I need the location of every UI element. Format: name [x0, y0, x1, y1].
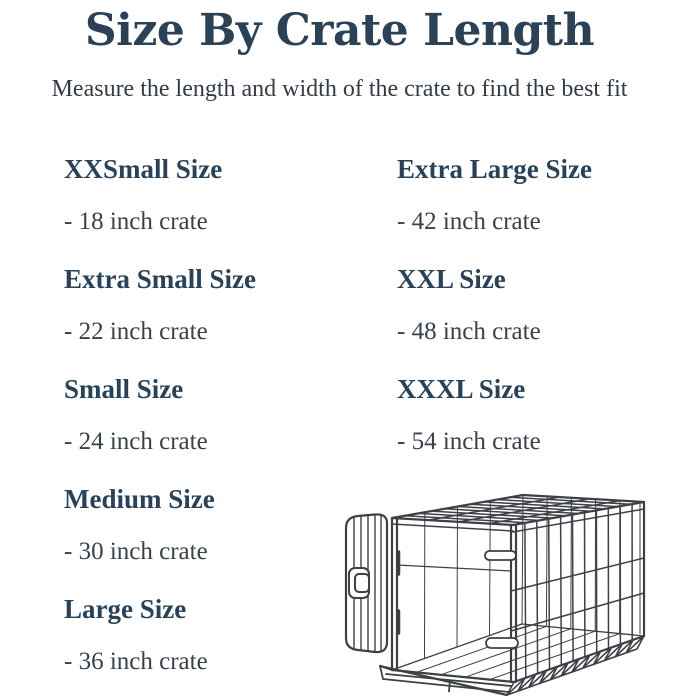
size-item-small: Small Size - 24 inch crate — [64, 370, 256, 460]
size-name: XXSmall Size — [64, 154, 223, 184]
dog-crate-illustration — [330, 470, 679, 697]
size-list-left: XXSmall Size - 18 inch crate Extra Small… — [64, 150, 256, 697]
size-name: Extra Large Size — [397, 154, 592, 184]
size-detail: - 22 inch crate — [64, 318, 208, 345]
size-detail: - 30 inch crate — [64, 538, 208, 565]
size-item-xxl: XXL Size - 48 inch crate — [397, 260, 592, 350]
size-item-large: Large Size - 36 inch crate — [64, 590, 256, 680]
size-item-extra-small: Extra Small Size - 22 inch crate — [64, 260, 256, 350]
size-name: Extra Small Size — [64, 264, 256, 294]
size-name: XXL Size — [397, 264, 506, 294]
size-item-medium: Medium Size - 30 inch crate — [64, 480, 256, 570]
size-detail: - 36 inch crate — [64, 648, 208, 675]
page-title: Size By Crate Length — [84, 5, 595, 56]
size-list-right: Extra Large Size - 42 inch crate XXL Siz… — [397, 150, 592, 480]
size-detail: - 24 inch crate — [64, 428, 208, 455]
size-detail: - 18 inch crate — [64, 208, 208, 235]
size-detail: - 48 inch crate — [397, 318, 541, 345]
size-name: Medium Size — [64, 484, 215, 514]
size-name: XXXL Size — [397, 374, 526, 404]
size-detail: - 54 inch crate — [397, 428, 541, 455]
size-item-extra-large: Extra Large Size - 42 inch crate — [397, 150, 592, 240]
size-item-xxxl: XXXL Size - 54 inch crate — [397, 370, 592, 460]
size-detail: - 42 inch crate — [397, 208, 541, 235]
size-name: Small Size — [64, 374, 184, 404]
page-subtitle: Measure the length and width of the crat… — [51, 76, 628, 102]
wire-dog-crate-icon — [344, 493, 646, 697]
size-item-xxsmall: XXSmall Size - 18 inch crate — [64, 150, 256, 240]
size-name: Large Size — [64, 594, 187, 624]
